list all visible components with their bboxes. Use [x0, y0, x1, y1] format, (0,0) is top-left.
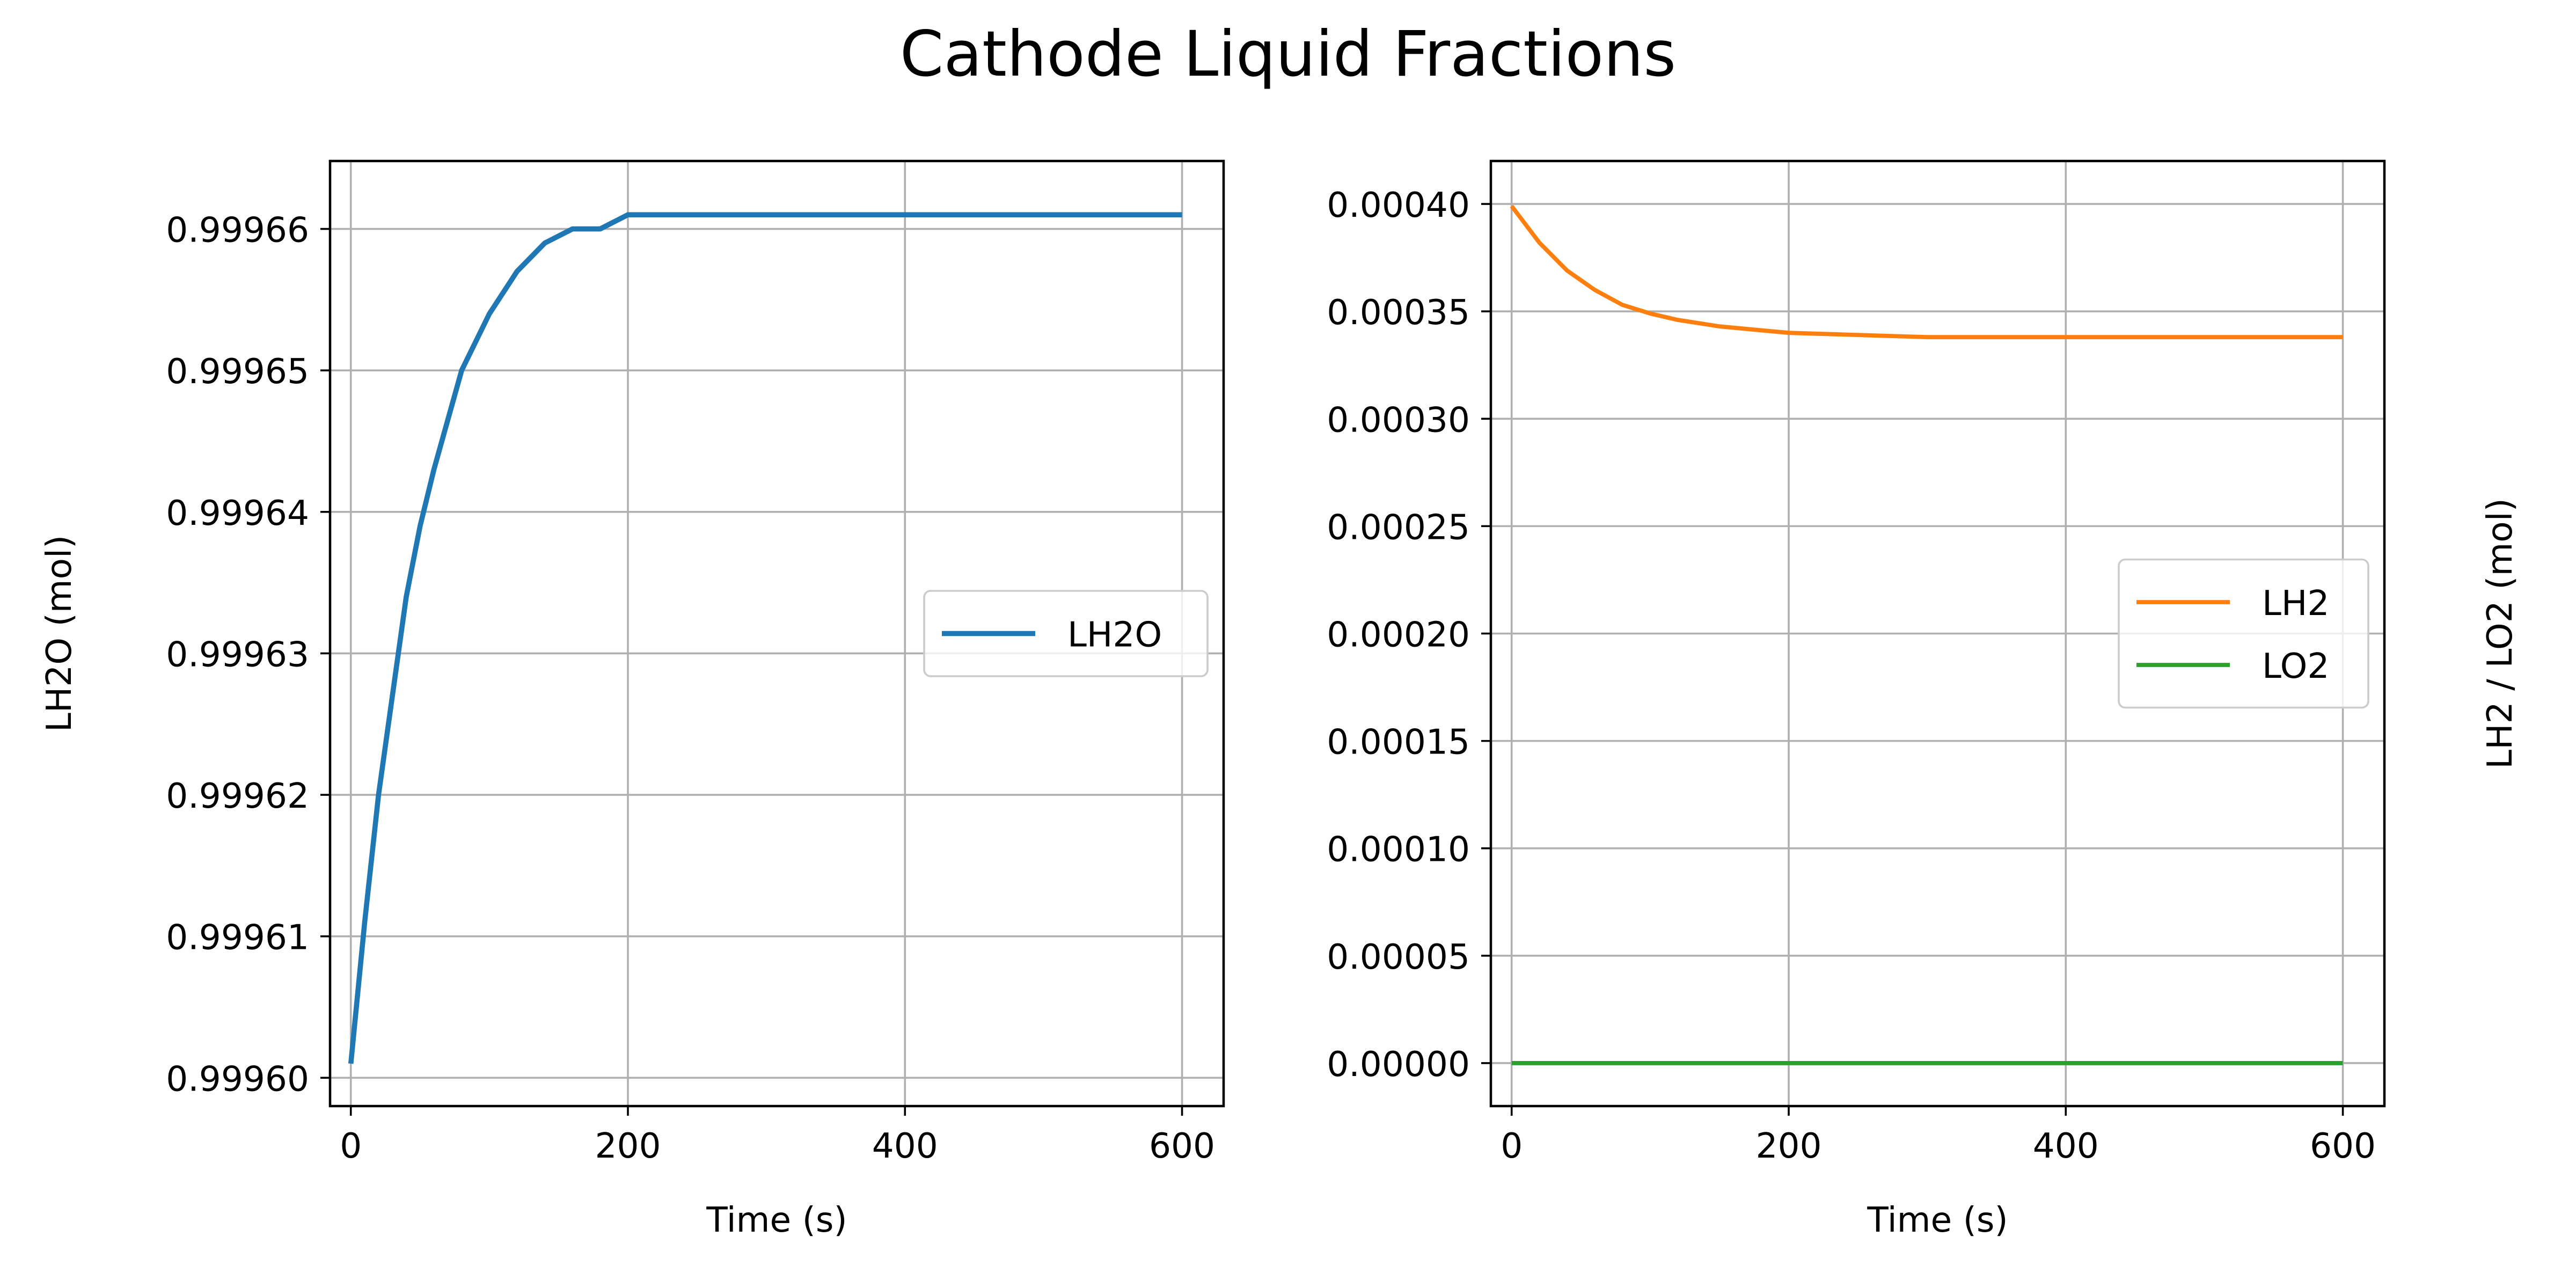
y-tick-label: 0.00005 — [1327, 937, 1470, 977]
y-tick-label: 0.00020 — [1327, 615, 1470, 655]
y-tick-label: 0.00025 — [1327, 507, 1470, 547]
y-tick-label: 0.99961 — [166, 918, 309, 958]
y-tick-label: 0.00035 — [1327, 292, 1470, 333]
x-tick-label: 600 — [2310, 1126, 2376, 1166]
legend-box — [923, 590, 1209, 677]
x-axis-label: Time (s) — [706, 1200, 847, 1240]
legend: LH2 LO2 — [2118, 558, 2369, 709]
x-tick-label: 400 — [872, 1126, 938, 1166]
x-tick-label: 200 — [595, 1126, 661, 1166]
y-tick-label: 0.99964 — [166, 493, 309, 533]
chart-panel-lh2-lo2: 0 200 400 600 0.00000 0.00005 0.00010 0.00015 0.… — [1327, 159, 2520, 1240]
y-tick-label: 0.00040 — [1327, 185, 1470, 225]
x-axis-label: Time (s) — [1867, 1200, 2008, 1240]
y-tick-label: 0.99963 — [166, 634, 309, 675]
x-tick-label: 400 — [2033, 1126, 2099, 1166]
y-tick-label: 0.99960 — [166, 1059, 309, 1099]
y-axis-label: LH2O (mol) — [39, 535, 79, 732]
y-tick-label: 0.99966 — [166, 210, 309, 251]
y-tick-label: 0.00010 — [1327, 830, 1470, 870]
x-tick-label: 0 — [1501, 1126, 1523, 1166]
legend-label: LH2 — [2262, 583, 2329, 624]
figure-title: Cathode Liquid Fractions — [900, 17, 1677, 91]
legend-box — [2118, 558, 2369, 709]
chart-panel-lh2o: 0 200 400 600 0.99960 0.99961 0.99962 0.99963 0.… — [39, 159, 1225, 1240]
legend: LH2O — [923, 590, 1209, 677]
x-tick-label: 600 — [1149, 1126, 1215, 1166]
y-tick-label: 0.00000 — [1327, 1044, 1470, 1085]
legend-label: LO2 — [2262, 646, 2329, 686]
y-tick-label: 0.00015 — [1327, 722, 1470, 763]
axes-frame — [328, 159, 1225, 1108]
legend-label: LH2O — [1067, 615, 1162, 655]
y-tick-label: 0.99965 — [166, 352, 309, 392]
y-tick-label: 0.99962 — [166, 776, 309, 816]
x-tick-label: 0 — [340, 1126, 362, 1166]
x-tick-label: 200 — [1755, 1126, 1821, 1166]
series-line-lh2 — [1510, 204, 2343, 340]
series-line-lh2o — [348, 212, 1182, 1064]
y-tick-label: 0.00030 — [1327, 400, 1470, 440]
y-axis-label: LH2 / LO2 (mol) — [2480, 498, 2520, 769]
